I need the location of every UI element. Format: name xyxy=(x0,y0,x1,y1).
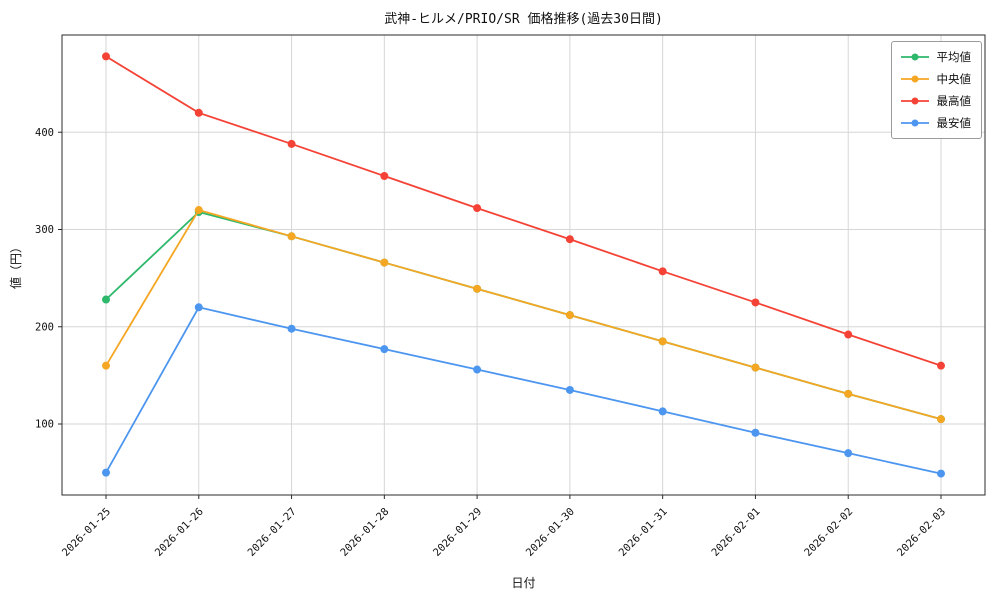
x-tick-label: 2026-01-31 xyxy=(617,506,670,559)
legend-item-max: 最高値 xyxy=(900,93,972,109)
series-marker-min xyxy=(102,468,110,477)
series-marker-min xyxy=(473,365,482,374)
y-axis-label: 値（円） xyxy=(9,241,23,290)
y-tick-label: 100 xyxy=(35,419,54,431)
series-marker-max xyxy=(380,172,389,181)
x-tick-label: 2026-02-02 xyxy=(802,506,855,559)
legend-item-average: 平均値 xyxy=(900,49,972,65)
series-marker-min xyxy=(844,449,853,458)
x-tick-label: 2026-02-01 xyxy=(709,506,762,559)
legend-label-max: 最高値 xyxy=(936,94,972,108)
series-marker-median xyxy=(287,232,296,241)
series-marker-min xyxy=(658,407,667,416)
series-marker-average xyxy=(102,295,110,304)
series-marker-max xyxy=(658,267,667,276)
series-marker-median xyxy=(194,206,203,215)
series-marker-median xyxy=(937,415,945,424)
series-marker-max xyxy=(287,139,296,148)
x-tick-label: 2026-01-29 xyxy=(431,506,484,559)
legend-marker-max xyxy=(900,97,929,105)
series-marker-median xyxy=(473,284,482,293)
series-marker-median xyxy=(102,361,110,370)
legend-label-median: 中央値 xyxy=(936,72,972,86)
chart-legend: 平均値中央値最高値最安値 xyxy=(890,41,982,139)
x-tick-label: 2026-01-27 xyxy=(245,506,298,559)
y-tick-label: 200 xyxy=(35,321,54,333)
legend-item-min: 最安値 xyxy=(900,115,972,131)
series-marker-min xyxy=(287,324,296,333)
legend-label-min: 最安値 xyxy=(936,116,972,130)
x-axis-label: 日付 xyxy=(511,576,536,590)
legend-marker-average xyxy=(900,53,929,61)
y-tick-label: 400 xyxy=(35,127,54,139)
series-marker-min xyxy=(565,385,574,394)
series-marker-min xyxy=(194,303,203,312)
series-marker-median xyxy=(844,389,853,398)
series-marker-max xyxy=(194,108,203,117)
series-marker-max xyxy=(751,298,760,307)
series-marker-min xyxy=(751,428,760,437)
series-marker-max xyxy=(473,204,482,213)
legend-marker-median xyxy=(900,75,929,83)
series-marker-median xyxy=(380,258,389,267)
legend-item-median: 中央値 xyxy=(900,71,972,87)
series-marker-max xyxy=(102,52,110,61)
series-line-max xyxy=(105,55,942,367)
plot-frame xyxy=(61,34,986,496)
x-tick-label: 2026-01-30 xyxy=(524,506,577,559)
series-marker-max xyxy=(844,330,853,339)
x-tick-label: 2026-01-25 xyxy=(60,506,113,559)
series-marker-max xyxy=(565,235,574,244)
x-tick-label: 2026-01-26 xyxy=(153,506,206,559)
legend-label-average: 平均値 xyxy=(936,50,972,64)
x-tick-label: 2026-02-03 xyxy=(895,506,948,559)
series-line-median xyxy=(105,208,942,421)
y-tick-label: 300 xyxy=(35,224,54,236)
series-marker-median xyxy=(565,311,574,320)
series-line-min xyxy=(105,306,942,475)
series-marker-min xyxy=(380,345,389,354)
chart-title: 武神-ヒルメ/PRIO/SR 価格推移(過去30日間) xyxy=(384,12,663,27)
series-marker-median xyxy=(751,363,760,372)
x-tick-label: 2026-01-28 xyxy=(338,506,391,559)
series-marker-max xyxy=(937,361,945,370)
series-marker-min xyxy=(937,469,945,478)
series-marker-median xyxy=(658,337,667,346)
legend-marker-min xyxy=(900,119,929,127)
